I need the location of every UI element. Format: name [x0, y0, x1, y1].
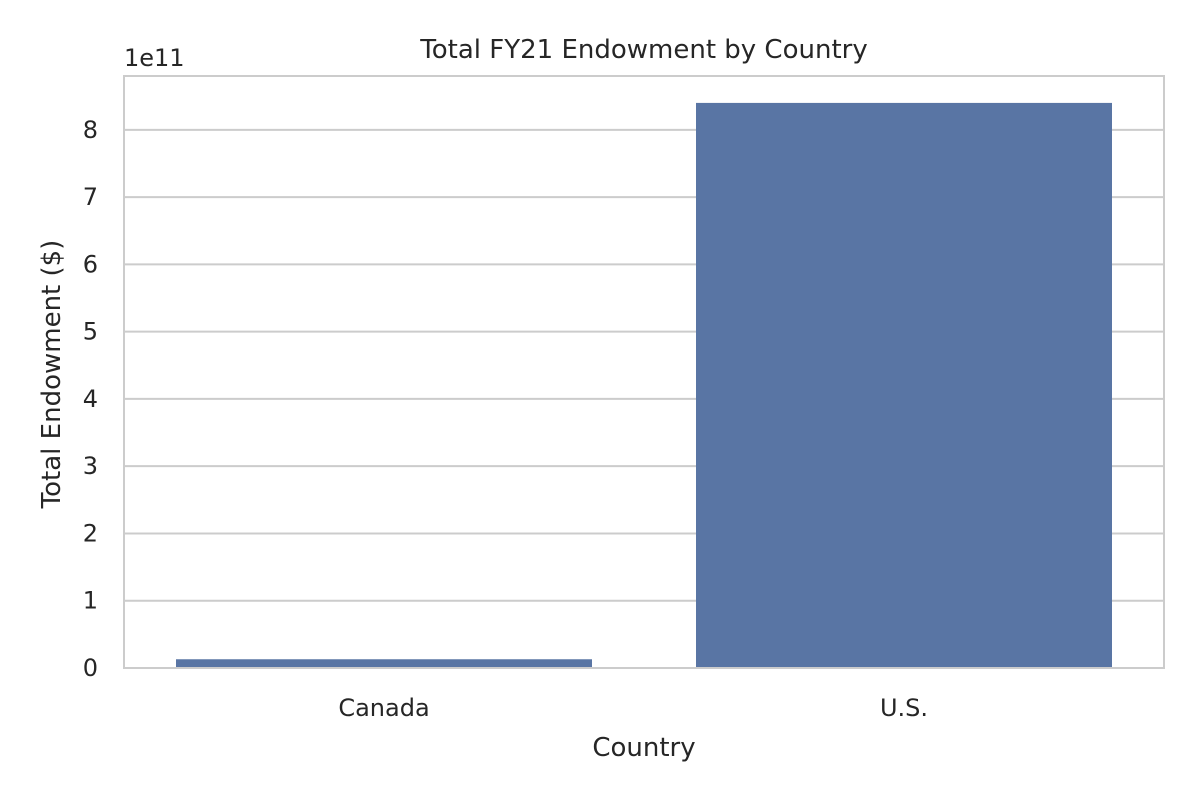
- y-tick-label: 4: [83, 385, 98, 413]
- y-axis-offset-label: 1e11: [124, 44, 185, 72]
- y-tick-label: 3: [83, 452, 98, 480]
- x-tick-label: U.S.: [880, 694, 928, 722]
- grid-lines: [124, 128, 1164, 669]
- y-tick-label: 6: [83, 250, 98, 278]
- y-tick-label: 0: [83, 654, 98, 682]
- y-tick-label: 7: [83, 183, 98, 211]
- bar-canada: [176, 659, 592, 668]
- x-tick-label: Canada: [338, 694, 429, 722]
- bar-u-s: [696, 102, 1112, 669]
- x-axis-label: Country: [592, 733, 695, 763]
- chart-title: Total FY21 Endowment by Country: [419, 35, 867, 65]
- y-tick-label: 1: [83, 587, 98, 615]
- y-tick-label: 2: [83, 519, 98, 547]
- bars: [176, 102, 1112, 669]
- x-tick-labels: Canada U.S.: [338, 694, 928, 722]
- y-tick-labels: 0 1 2 3 4 5 6 7 8: [83, 116, 98, 682]
- plot-frame: [123, 75, 1165, 669]
- y-tick-label: 8: [83, 116, 98, 144]
- y-axis-label: Total Endowment ($): [37, 240, 67, 510]
- y-tick-label: 5: [83, 318, 98, 346]
